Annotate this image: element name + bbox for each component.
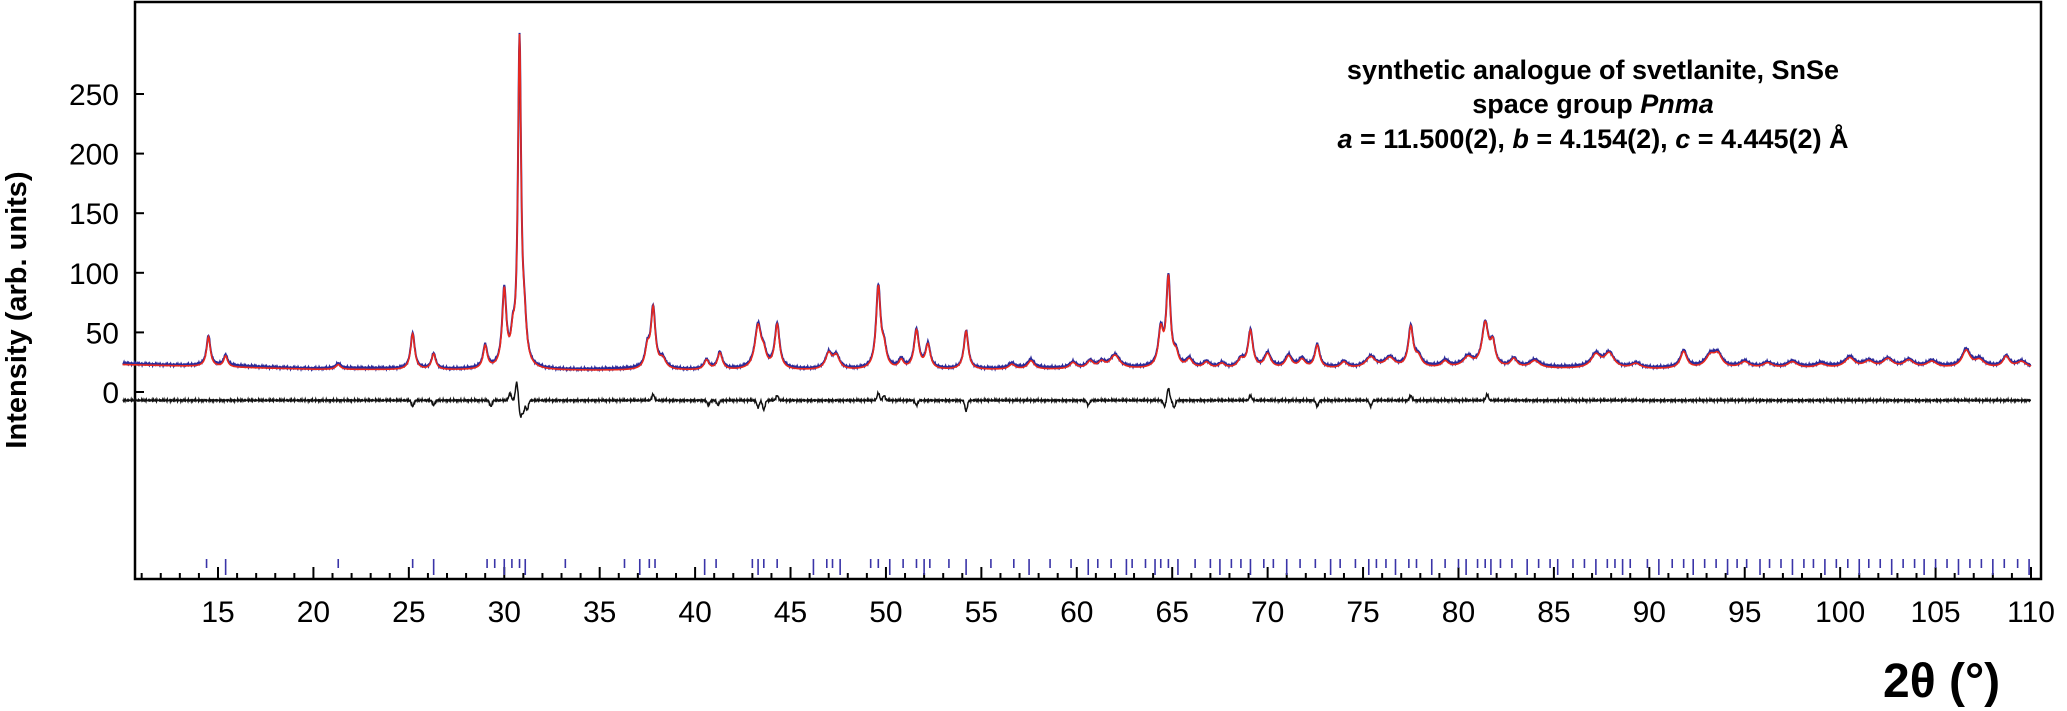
cell-c-value: = 4.445(2) Å [1690, 123, 1848, 154]
x-tick-label: 110 [2007, 596, 2055, 629]
annotation-space-group-symbol: Pnma [1640, 89, 1714, 119]
y-tick-label: 150 [69, 198, 119, 231]
structure-annotation: synthetic analogue of svetlanite, SnSe s… [1337, 55, 1848, 154]
cell-a-symbol: a [1337, 124, 1352, 154]
x-tick-label: 15 [201, 596, 234, 629]
x-axis-label: 2θ (°) [1883, 655, 2000, 708]
bragg-tick-marks [205, 559, 2030, 575]
x-tick-label: 50 [869, 596, 902, 629]
x-tick-label: 20 [297, 596, 330, 629]
annotation-line-3: a = 11.500(2), b = 4.154(2), c = 4.445(2… [1337, 123, 1848, 154]
cell-a-value: = 11.500(2), [1352, 124, 1512, 154]
y-tick-label: 200 [69, 139, 119, 172]
y-tick-label: 0 [102, 377, 119, 410]
y-axis-label: Intensity (arb. units) [1, 171, 33, 448]
x-tick-label: 45 [774, 596, 807, 629]
x-tick-label: 35 [583, 596, 616, 629]
x-tick-label: 25 [392, 596, 425, 629]
calculated-pattern-line [122, 33, 2032, 371]
y-axis: 0 50 100 150 200 250 [69, 79, 144, 410]
difference-curve-line [122, 381, 2032, 418]
x-tick-label: 85 [1537, 596, 1570, 629]
x-tick-label: 75 [1346, 596, 1379, 629]
x-tick-label: 60 [1060, 596, 1093, 629]
y-tick-label: 100 [69, 258, 119, 291]
x-tick-label: 70 [1251, 596, 1284, 629]
x-tick-label: 100 [1815, 596, 1865, 629]
cell-b-symbol: b [1512, 124, 1529, 154]
annotation-line-1: synthetic analogue of svetlanite, SnSe [1347, 55, 1839, 85]
annotation-space-group-prefix: space group [1472, 89, 1640, 119]
x-tick-label: 55 [965, 596, 998, 629]
plot-frame [133, 0, 2043, 581]
x-axis: 15 20 25 30 35 40 45 50 55 60 65 70 75 80 85 90 95 100 105… [140, 567, 2055, 629]
cell-b-value: = 4.154(2), [1529, 124, 1675, 154]
y-tick-label: 250 [69, 79, 119, 112]
x-tick-label: 90 [1633, 596, 1666, 629]
x-tick-label: 65 [1156, 596, 1189, 629]
x-tick-label: 105 [1911, 596, 1961, 629]
y-tick-label: 50 [86, 317, 119, 350]
x-tick-label: 95 [1728, 596, 1761, 629]
x-tick-label: 80 [1442, 596, 1475, 629]
x-tick-label: 30 [488, 596, 521, 629]
x-tick-label: 40 [678, 596, 711, 629]
cell-c-symbol: c [1675, 124, 1690, 154]
annotation-line-2: space group Pnma [1472, 89, 1714, 119]
